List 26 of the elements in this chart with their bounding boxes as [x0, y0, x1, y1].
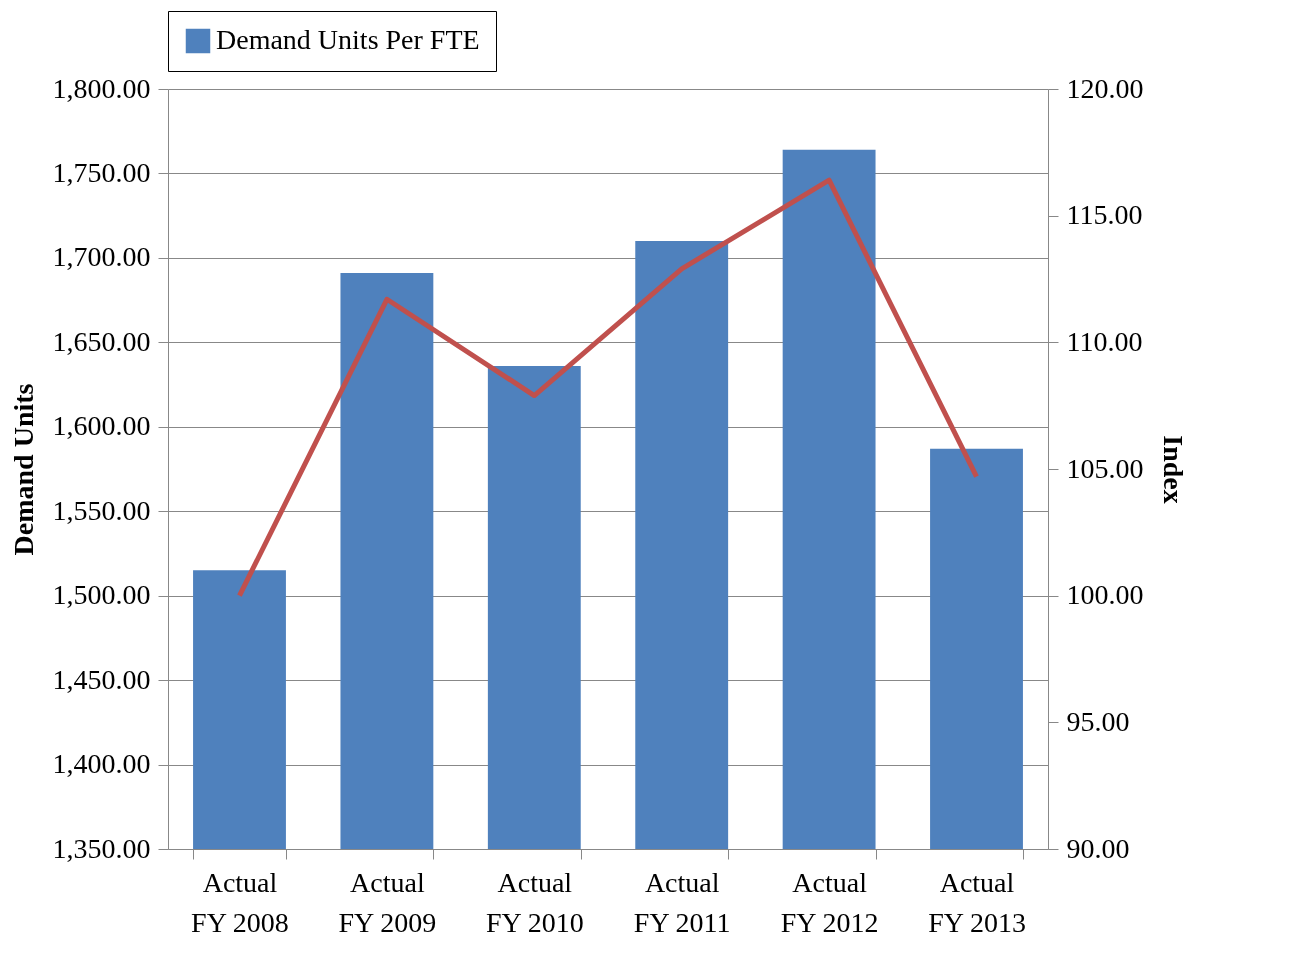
legend-label: Demand Units Per FTE — [216, 24, 480, 55]
y-tick-label: 1,650.00 — [52, 325, 151, 357]
y2-tick-label: 90.00 — [1066, 832, 1130, 864]
x-tick-label: Actual FY 2012 — [780, 866, 879, 938]
y2-tick-label: 115.00 — [1066, 199, 1143, 231]
y-tick-label: 1,450.00 — [52, 663, 151, 695]
y2-tick-label: 110.00 — [1066, 325, 1143, 357]
y-tick-label: 1,600.00 — [52, 410, 151, 442]
y2-tick-label: 120.00 — [1066, 72, 1144, 104]
y2-tick-label: 105.00 — [1066, 452, 1144, 484]
y2-tick-label: 100.00 — [1066, 579, 1144, 611]
y-tick-label: 1,700.00 — [52, 241, 151, 273]
y-tick-label: 1,400.00 — [52, 748, 151, 780]
x-tick-label: Actual FY 2011 — [633, 866, 731, 938]
x-tick-label: Actual FY 2009 — [338, 866, 437, 938]
x-tick-label: Actual FY 2010 — [485, 866, 584, 938]
x-tick-label: Actual FY 2008 — [191, 866, 289, 938]
y-tick-label: 1,350.00 — [52, 832, 151, 864]
y-tick-label: 1,750.00 — [52, 156, 151, 188]
x-tick-label: Actual FY 2013 — [928, 866, 1026, 938]
y-tick-label: 1,800.00 — [52, 72, 151, 104]
y2-tick-label: 95.00 — [1066, 705, 1130, 737]
y-tick-label: 1,500.00 — [52, 579, 151, 611]
y2-axis-title: Index — [1157, 435, 1189, 504]
y-tick-label: 1,550.00 — [52, 494, 151, 526]
y-axis-title: Demand Units — [7, 383, 39, 556]
